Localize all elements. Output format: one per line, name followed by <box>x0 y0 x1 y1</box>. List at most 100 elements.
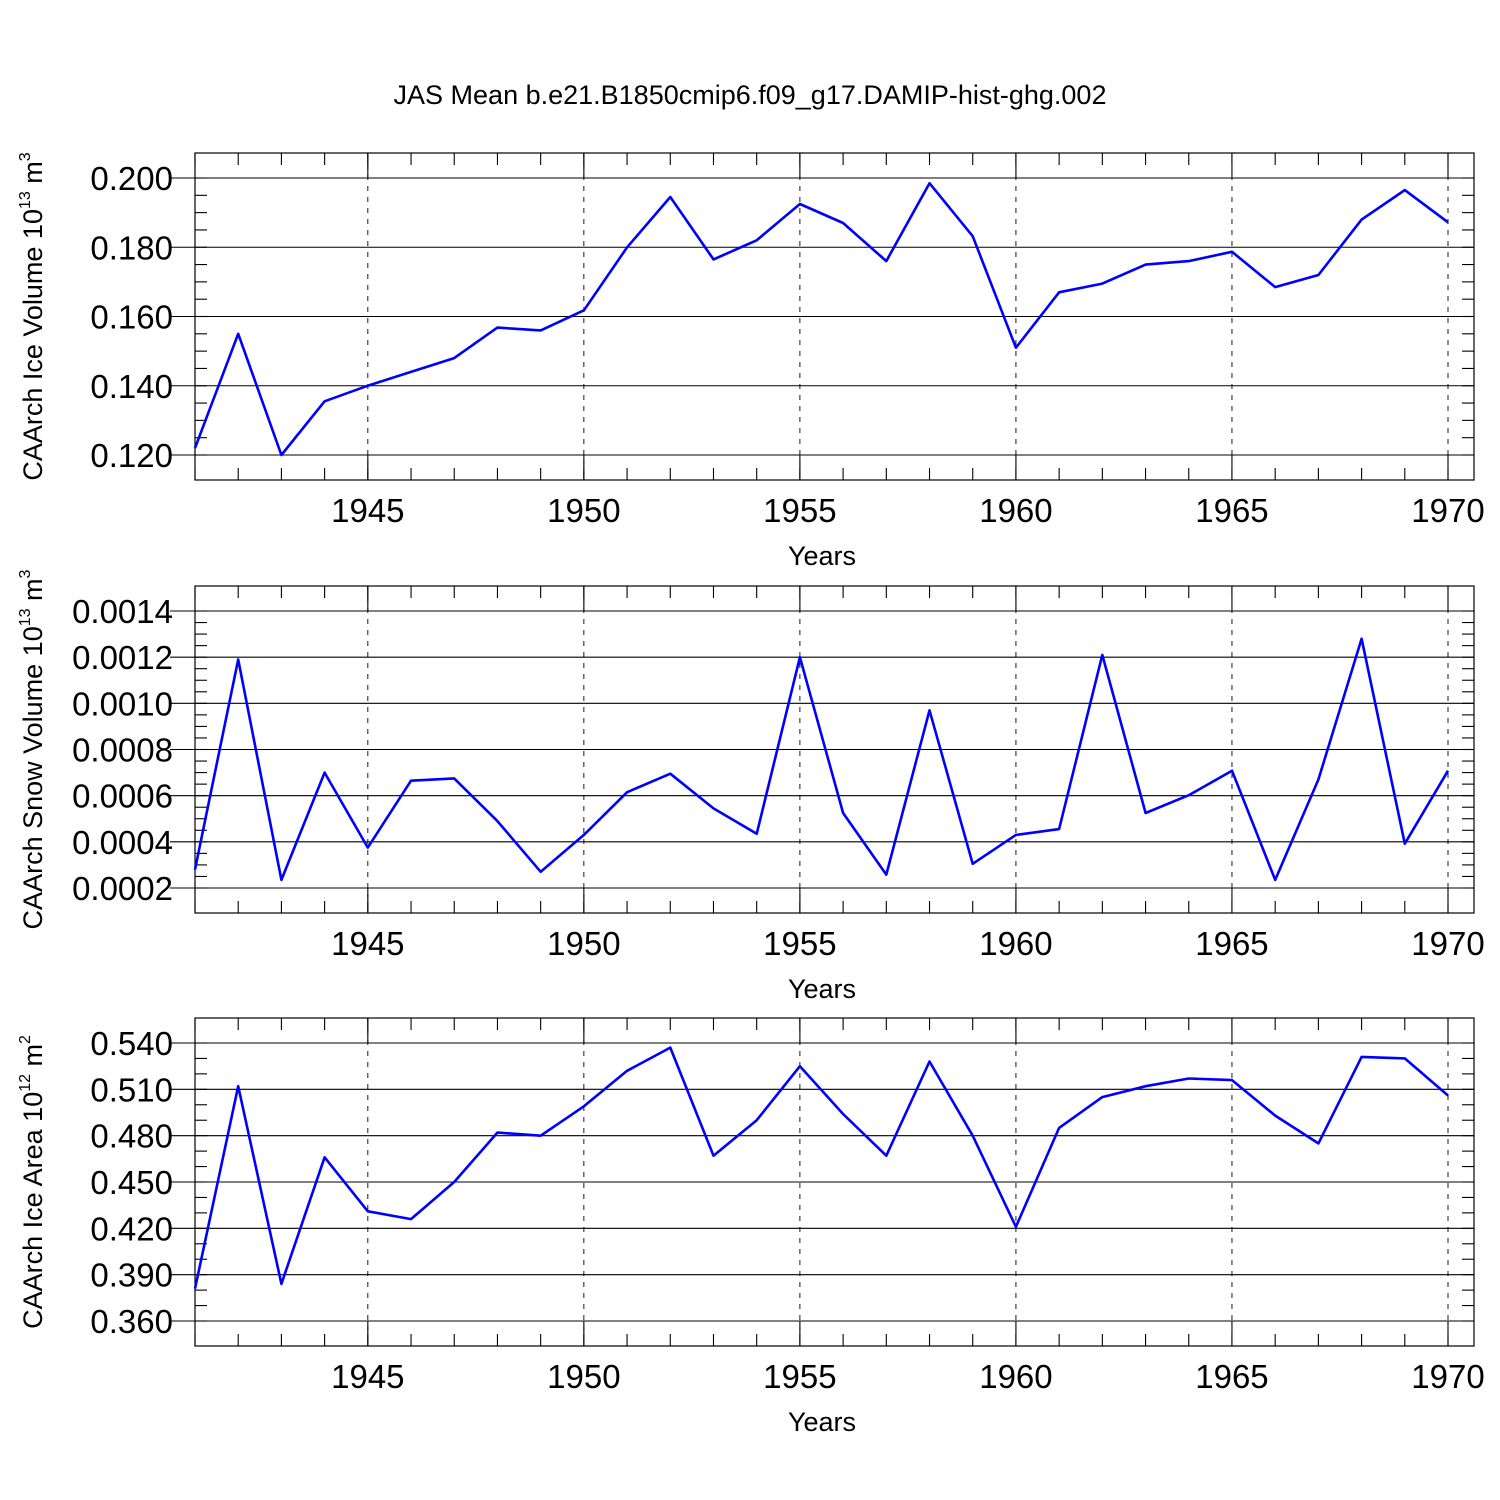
snow-volume-y-axis-label: CAArch Snow Volume 1013 m3 <box>17 569 48 929</box>
ice-area-data-point <box>366 1209 370 1213</box>
snow-volume-data-point <box>1360 637 1364 641</box>
ice-volume-y-axis-label: CAArch Ice Volume 1013 m3 <box>17 152 48 480</box>
ice-area-data-point <box>582 1104 586 1108</box>
snow-volume-data-point <box>1057 827 1061 831</box>
snow-volume-data-point <box>1144 811 1148 815</box>
ice-area-data-point <box>668 1046 672 1050</box>
snow-volume-data-point <box>755 832 759 836</box>
ice-area-data-point <box>323 1155 327 1159</box>
snow-volume-data-point <box>971 862 975 866</box>
snow-volume-data-point <box>798 655 802 659</box>
snow-volume-data-point <box>452 776 456 780</box>
ice-area-data-point <box>884 1154 888 1158</box>
snow-volume-data-point <box>279 878 283 882</box>
snow-volume-data-point <box>409 779 413 783</box>
snow-volume-data-point <box>711 806 715 810</box>
ice-area-data-point <box>1187 1077 1191 1081</box>
ice-area-y-tick-label: 0.450 <box>90 1164 173 1201</box>
snow-volume-x-tick-label: 1950 <box>547 925 620 962</box>
snow-volume-data-point <box>625 790 629 794</box>
ice-volume-data-point <box>1187 259 1191 263</box>
snow-volume-data-point <box>1273 878 1277 882</box>
snow-volume-series-line <box>193 637 1450 882</box>
snow-volume-x-tick-label: 1965 <box>1195 925 1268 962</box>
ice-area-data-point <box>928 1060 932 1064</box>
snow-volume-x-tick-label: 1960 <box>979 925 1052 962</box>
ice-volume-data-point <box>495 326 499 330</box>
snow-volume-y-tick-label: 0.0006 <box>72 778 173 815</box>
ice-volume-data-point <box>1144 263 1148 267</box>
ice-area-data-point <box>1100 1095 1104 1099</box>
snow-volume-data-point <box>1100 653 1104 657</box>
ice-volume-data-point <box>971 234 975 238</box>
ice-area-data-point <box>1144 1084 1148 1088</box>
ice-volume-data-point <box>1316 273 1320 277</box>
ice-volume-x-axis-label: Years <box>788 541 856 571</box>
ice-area-y-tick-label: 0.480 <box>90 1118 173 1155</box>
ice-volume-data-point <box>1014 346 1018 350</box>
ice-volume-x-tick-label: 1970 <box>1411 492 1484 529</box>
ice-volume-data-point <box>236 332 240 336</box>
ice-volume-data-point <box>452 356 456 360</box>
snow-volume-x-axis-label: Years <box>788 974 856 1004</box>
snow-volume-x-tick-label: 1945 <box>331 925 404 962</box>
ice-area-data-point <box>236 1084 240 1088</box>
snow-volume-data-point <box>884 873 888 877</box>
ice-area-x-axis-label: Years <box>788 1407 856 1437</box>
snow-volume-data-point <box>1014 833 1018 837</box>
ice-area-data-point <box>193 1287 197 1291</box>
ice-volume-data-point <box>1100 282 1104 286</box>
snow-volume-data-point <box>1446 769 1450 773</box>
snow-volume-data-point <box>323 771 327 775</box>
ice-volume-data-point <box>193 446 197 450</box>
ice-volume-data-point <box>711 257 715 261</box>
ice-volume-data-point <box>928 181 932 185</box>
ice-area-x-tick-label: 1945 <box>331 1358 404 1395</box>
ice-area-x-tick-label: 1970 <box>1411 1358 1484 1395</box>
snow-volume-data-point <box>539 870 543 874</box>
ice-area-data-point <box>1273 1114 1277 1118</box>
ice-volume-data-point <box>755 238 759 242</box>
ice-area-y-tick-label: 0.540 <box>90 1025 173 1062</box>
ice-area-data-point <box>1360 1055 1364 1059</box>
ice-volume-data-point <box>668 195 672 199</box>
ice-area-data-point <box>755 1118 759 1122</box>
snow-volume-data-point <box>668 772 672 776</box>
snow-volume-data-point <box>1403 842 1407 846</box>
snow-volume-panel: 0.0002 0.0004 0.0006 0.0008 0.0010 0.0012 0.00… <box>17 569 1485 1004</box>
ice-area-data-point <box>625 1069 629 1073</box>
ice-volume-x-tick-label: 1950 <box>547 492 620 529</box>
ice-volume-x-tick-label: 1965 <box>1195 492 1268 529</box>
snow-volume-x-tick-label: 1955 <box>763 925 836 962</box>
snow-volume-y-tick-label: 0.0008 <box>72 732 173 769</box>
snow-volume-y-tick-label: 0.0012 <box>72 639 173 676</box>
ice-volume-data-point <box>409 370 413 374</box>
ice-volume-data-point <box>539 328 543 332</box>
figure-title: JAS Mean b.e21.B1850cmip6.f09_g17.DAMIP-… <box>394 80 1107 110</box>
ice-volume-data-point <box>1230 250 1234 254</box>
ice-volume-data-point <box>1360 218 1364 222</box>
ice-area-y-tick-label: 0.420 <box>90 1210 173 1247</box>
snow-volume-data-point <box>841 811 845 815</box>
snow-volume-data-point <box>495 819 499 823</box>
snow-volume-data-point <box>193 868 197 872</box>
ice-area-data-point <box>798 1064 802 1068</box>
ice-area-data-point <box>711 1154 715 1158</box>
snow-volume-data-point <box>236 657 240 661</box>
ice-area-panel: 0.360 0.390 0.420 0.450 0.480 0.510 0.540 1945 1… <box>17 1017 1485 1437</box>
ice-volume-data-point <box>884 259 888 263</box>
snow-volume-data-point <box>928 708 932 712</box>
snow-volume-data-point <box>1230 769 1234 773</box>
snow-volume-y-tick-label: 0.0002 <box>72 870 173 907</box>
snow-volume-y-tick-label: 0.0010 <box>72 685 173 722</box>
ice-area-data-point <box>279 1282 283 1286</box>
ice-area-data-point <box>971 1134 975 1138</box>
ice-area-series-line <box>193 1046 1449 1289</box>
ice-volume-y-tick-label: 0.200 <box>90 160 173 197</box>
ice-area-data-point <box>1230 1078 1234 1082</box>
ice-area-data-point <box>495 1131 499 1135</box>
ice-volume-data-point <box>625 245 629 249</box>
ice-area-x-tick-label: 1965 <box>1195 1358 1268 1395</box>
ice-volume-x-tick-label: 1945 <box>331 492 404 529</box>
ice-area-y-tick-label: 0.360 <box>90 1303 173 1340</box>
